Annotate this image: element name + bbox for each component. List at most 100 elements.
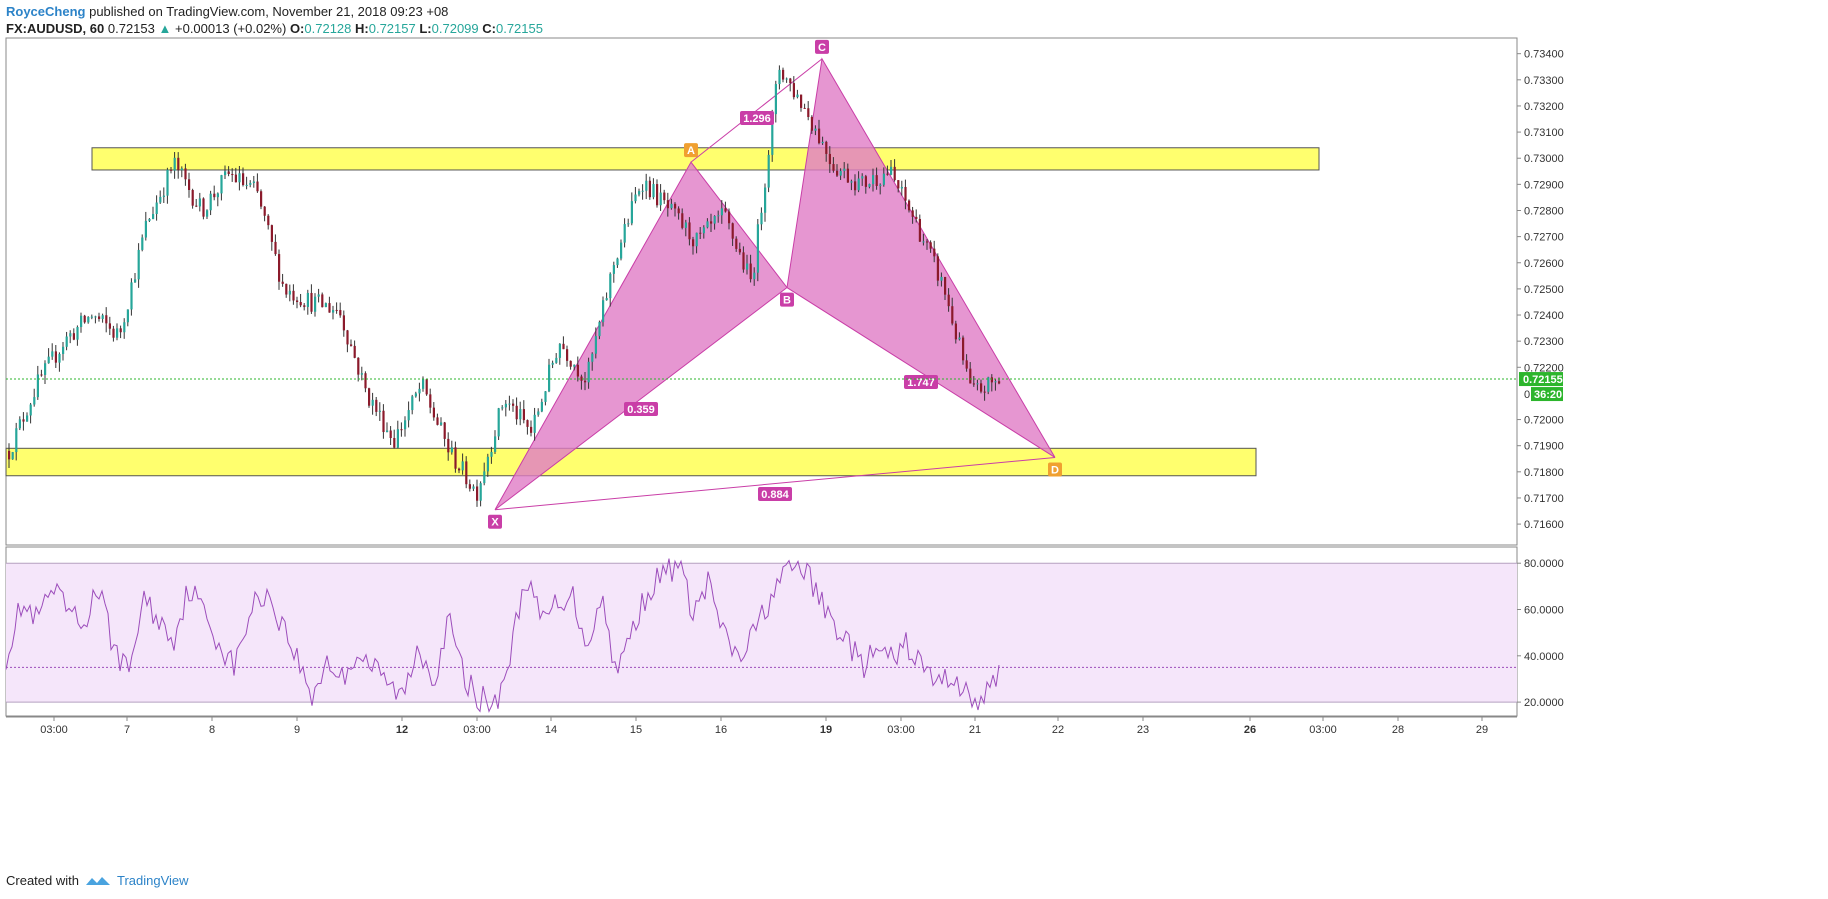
- candle: [789, 77, 792, 92]
- candle: [947, 288, 950, 312]
- candle: [188, 172, 191, 198]
- candle: [76, 325, 79, 346]
- candle: [792, 76, 795, 100]
- candle: [710, 213, 713, 233]
- candle: [587, 357, 590, 389]
- candle: [810, 115, 813, 134]
- candle: [342, 310, 345, 337]
- candle: [386, 422, 389, 433]
- candle: [339, 302, 342, 318]
- candle: [407, 401, 410, 428]
- price-axis-label: 0.71700: [1524, 493, 1564, 505]
- candle: [580, 374, 583, 390]
- candle: [868, 183, 871, 189]
- candle: [706, 218, 709, 229]
- candle: [8, 443, 11, 469]
- candle: [836, 164, 839, 178]
- candle: [800, 94, 803, 112]
- candle: [299, 293, 302, 308]
- candle: [562, 336, 565, 350]
- candle: [486, 453, 489, 477]
- symbol-label: FX:AUDUSD, 60: [6, 21, 105, 36]
- candle: [602, 296, 605, 327]
- candle: [224, 165, 227, 179]
- candle: [162, 187, 165, 203]
- svg-text:0.884: 0.884: [761, 489, 789, 501]
- candle: [638, 188, 641, 197]
- candle: [760, 207, 763, 231]
- candle: [184, 163, 187, 186]
- candle: [260, 189, 263, 210]
- candle: [112, 325, 115, 342]
- candle: [249, 180, 252, 188]
- candle: [555, 353, 558, 364]
- candle: [364, 371, 367, 393]
- pattern-line-ac: [690, 58, 823, 163]
- candle: [915, 209, 918, 223]
- svg-text:0.72155: 0.72155: [1523, 374, 1563, 386]
- candle: [360, 366, 363, 381]
- open-value: 0.72128: [304, 21, 352, 36]
- candle: [746, 254, 749, 275]
- candle: [371, 392, 374, 415]
- candle: [609, 272, 612, 307]
- low-value: 0.72099: [431, 21, 479, 36]
- candle: [368, 387, 371, 408]
- candle: [411, 394, 414, 415]
- candle: [472, 484, 475, 492]
- candle: [724, 201, 727, 213]
- pattern-point-a: A: [684, 143, 698, 158]
- high-value: 0.72157: [368, 21, 416, 36]
- candle: [15, 422, 18, 461]
- price-axis-label: 0.73400: [1524, 49, 1564, 61]
- candle: [890, 160, 893, 176]
- time-axis-label: 12: [396, 724, 408, 736]
- candle: [620, 239, 623, 261]
- candle: [101, 313, 104, 323]
- candle: [839, 168, 842, 180]
- candle: [11, 451, 14, 460]
- candle: [159, 190, 162, 204]
- tradingview-link[interactable]: TradingView: [116, 873, 189, 888]
- price-axis-label: 0.73100: [1524, 127, 1564, 139]
- candle: [476, 479, 479, 507]
- candle: [522, 400, 525, 424]
- candle: [432, 402, 435, 421]
- candle: [116, 323, 119, 341]
- axes: 0.73400 0.73300 0.73200 0.73100 0.73000 0.729…: [6, 49, 1564, 736]
- candle: [540, 398, 543, 413]
- candle: [375, 396, 378, 417]
- pattern-line-xd: [494, 456, 1056, 511]
- candle: [198, 192, 201, 212]
- time-axis-label: 29: [1476, 724, 1488, 736]
- candle: [933, 240, 936, 263]
- candle: [440, 417, 443, 426]
- candle: [756, 218, 759, 282]
- pattern-point-d: D: [1048, 462, 1062, 477]
- svg-text:A: A: [687, 145, 695, 157]
- candle: [429, 388, 432, 414]
- bar-countdown: 0 36:20: [1524, 387, 1563, 402]
- candle: [634, 186, 637, 204]
- svg-text:36:20: 36:20: [1534, 389, 1562, 401]
- time-axis-label: 03:00: [40, 724, 68, 736]
- candle: [252, 175, 255, 188]
- pattern-ratio-label: 0.359: [624, 402, 658, 416]
- candle: [951, 297, 954, 326]
- candle: [872, 168, 875, 192]
- candle: [191, 188, 194, 209]
- candle: [296, 296, 299, 309]
- candle: [861, 173, 864, 186]
- candle: [447, 432, 450, 461]
- rsi-pane: [5, 546, 1518, 717]
- candle: [652, 178, 655, 200]
- candle: [501, 405, 504, 411]
- candle: [231, 168, 234, 182]
- author-link[interactable]: RoyceCheng: [6, 4, 86, 19]
- candle: [353, 340, 356, 359]
- time-axis-label: 26: [1244, 724, 1256, 736]
- candle: [166, 167, 169, 204]
- candle: [515, 397, 518, 425]
- candle: [206, 209, 209, 219]
